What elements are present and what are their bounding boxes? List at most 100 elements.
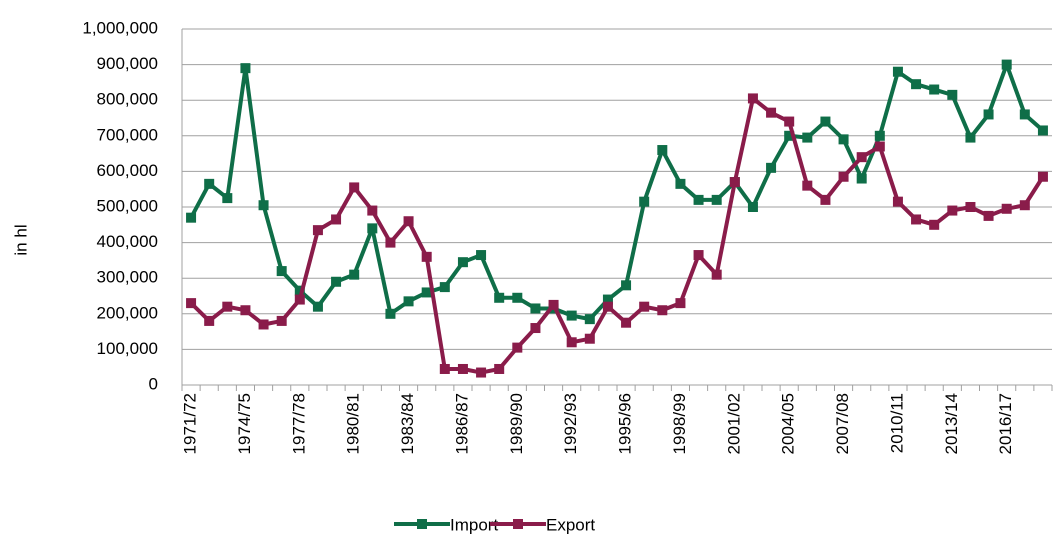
x-tick-label: 1992/93 bbox=[561, 393, 580, 454]
point-marker bbox=[512, 342, 523, 353]
point-marker bbox=[784, 116, 795, 127]
point-marker bbox=[439, 363, 450, 374]
point-marker bbox=[621, 317, 632, 328]
point-marker bbox=[747, 93, 758, 104]
y-tick-label: 100,000 bbox=[97, 339, 158, 358]
point-marker bbox=[874, 130, 885, 141]
point-marker bbox=[838, 171, 849, 182]
x-tick-label: 2004/05 bbox=[779, 393, 798, 454]
point-marker bbox=[222, 193, 233, 204]
point-marker bbox=[856, 173, 867, 184]
point-marker bbox=[312, 301, 323, 312]
point-marker bbox=[403, 216, 414, 227]
y-axis-label: in hl bbox=[11, 224, 30, 255]
point-marker bbox=[494, 292, 505, 303]
point-marker bbox=[1037, 125, 1048, 136]
point-marker bbox=[312, 225, 323, 236]
y-tick-label: 600,000 bbox=[97, 161, 158, 180]
point-marker bbox=[729, 177, 740, 188]
y-tick-label: 0 bbox=[149, 374, 158, 393]
x-tick-label: 1998/99 bbox=[670, 393, 689, 454]
point-marker bbox=[621, 280, 632, 291]
point-marker bbox=[892, 196, 903, 207]
x-tick-label: 2013/14 bbox=[942, 393, 961, 454]
point-marker bbox=[1019, 200, 1030, 211]
point-marker bbox=[874, 141, 885, 152]
point-marker bbox=[657, 145, 668, 156]
point-marker bbox=[675, 298, 686, 309]
point-marker bbox=[186, 212, 197, 223]
point-marker bbox=[784, 130, 795, 141]
x-tick-label: 1971/72 bbox=[181, 393, 200, 454]
point-marker bbox=[675, 178, 686, 189]
point-marker bbox=[820, 116, 831, 127]
point-marker bbox=[929, 84, 940, 95]
point-marker bbox=[983, 109, 994, 120]
point-marker bbox=[494, 363, 505, 374]
point-marker bbox=[965, 132, 976, 143]
point-marker bbox=[947, 205, 958, 216]
point-marker bbox=[457, 363, 468, 374]
point-marker bbox=[439, 282, 450, 293]
point-marker bbox=[276, 315, 287, 326]
x-tick-label: 2016/17 bbox=[996, 393, 1015, 454]
point-marker bbox=[602, 301, 613, 312]
point-marker bbox=[512, 292, 523, 303]
legend-marker bbox=[417, 519, 427, 529]
point-marker bbox=[240, 63, 251, 74]
x-tick-label: 1977/78 bbox=[289, 393, 308, 454]
point-marker bbox=[421, 251, 432, 262]
point-marker bbox=[204, 315, 215, 326]
point-marker bbox=[747, 202, 758, 212]
x-tick-label: 2001/02 bbox=[724, 393, 743, 454]
x-tick-label: 1989/90 bbox=[507, 393, 526, 454]
point-marker bbox=[1001, 203, 1012, 214]
point-marker bbox=[929, 219, 940, 230]
series-line bbox=[189, 62, 1045, 322]
x-tick-label: 2010/11 bbox=[887, 393, 906, 453]
x-tick-label: 2007/08 bbox=[833, 393, 852, 454]
y-tick-label: 200,000 bbox=[97, 303, 158, 322]
point-marker bbox=[584, 333, 595, 344]
y-tick-label: 800,000 bbox=[97, 90, 158, 109]
point-marker bbox=[258, 319, 269, 330]
point-marker bbox=[584, 314, 595, 325]
point-marker bbox=[802, 132, 813, 143]
point-marker bbox=[1001, 59, 1012, 70]
point-marker bbox=[947, 89, 958, 100]
point-marker bbox=[711, 194, 722, 205]
point-marker bbox=[367, 223, 378, 234]
point-marker bbox=[766, 162, 777, 173]
point-marker bbox=[1019, 109, 1030, 120]
y-tick-label: 500,000 bbox=[97, 196, 158, 215]
point-marker bbox=[476, 367, 487, 378]
legend-marker bbox=[513, 519, 523, 529]
y-tick-label: 1,000,000 bbox=[82, 18, 158, 37]
point-marker bbox=[367, 205, 378, 216]
point-marker bbox=[294, 285, 305, 296]
point-marker bbox=[385, 237, 396, 248]
series-line bbox=[189, 96, 1045, 375]
point-marker bbox=[766, 107, 777, 118]
point-marker bbox=[711, 269, 722, 280]
point-marker bbox=[530, 323, 541, 334]
point-marker bbox=[983, 210, 994, 221]
point-marker bbox=[911, 79, 922, 90]
y-tick-label: 700,000 bbox=[97, 125, 158, 144]
point-marker bbox=[965, 202, 976, 212]
point-marker bbox=[276, 266, 287, 277]
legend-label: Export bbox=[546, 515, 595, 534]
point-marker bbox=[222, 301, 233, 312]
legend-label: Import bbox=[450, 515, 498, 534]
point-marker bbox=[530, 303, 541, 314]
point-marker bbox=[476, 250, 487, 261]
x-tick-label: 1983/84 bbox=[398, 393, 417, 454]
point-marker bbox=[657, 305, 668, 316]
point-marker bbox=[294, 294, 305, 305]
point-marker bbox=[186, 298, 197, 309]
point-marker bbox=[1037, 171, 1048, 182]
point-marker bbox=[892, 66, 903, 77]
point-marker bbox=[385, 308, 396, 319]
point-marker bbox=[639, 301, 650, 312]
